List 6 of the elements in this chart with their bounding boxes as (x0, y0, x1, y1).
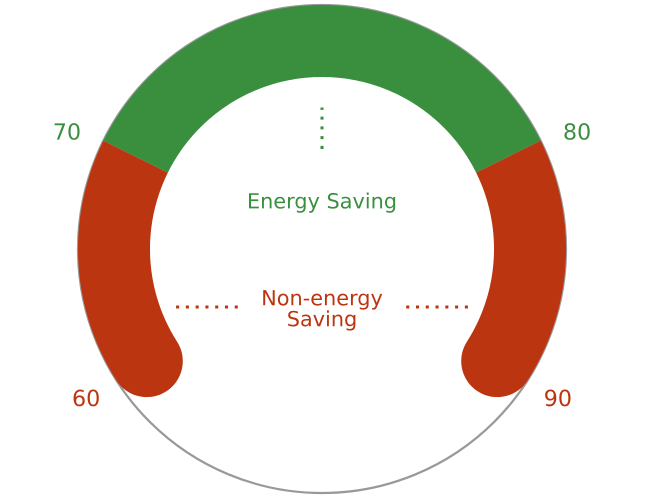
legend-label: Non-energy Saving (263, 290, 382, 331)
text: 70 (54, 123, 80, 140)
slice-label: Energy Saving (248, 192, 396, 213)
text: 80 (564, 123, 590, 140)
text: 60 (74, 390, 99, 406)
text: 90 (545, 390, 571, 406)
